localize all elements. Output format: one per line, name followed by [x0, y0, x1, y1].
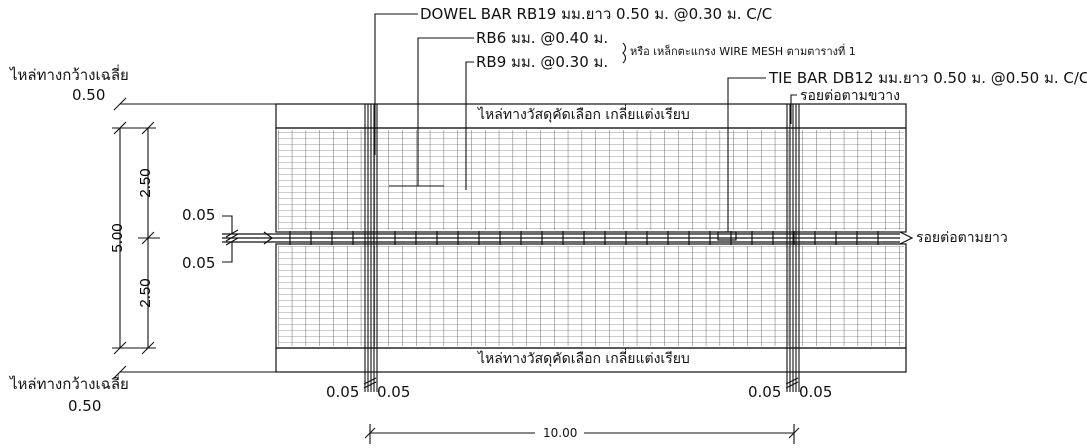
tie-bar-note: TIE BAR DB12 มม.ยาว 0.50 ม. @0.50 ม. C/C — [769, 69, 1087, 87]
shoulder-label-top: ไหล่ทางกว้างเฉลี่ย — [10, 66, 129, 84]
dim-lane-top: 2.50 — [137, 168, 154, 197]
left-dimension-lines — [112, 97, 276, 379]
dim-lane-bottom: 2.50 — [137, 278, 154, 307]
slab-bottom — [275, 243, 907, 349]
shoulder-width-bottom: 0.50 — [68, 397, 102, 415]
longitudinal-joint-label: รอยต่อตามยาว — [916, 230, 1008, 246]
shoulder-material-top: ไหล่ทางวัสดุคัดเลือก เกลี่ยแต่งเรียบ — [478, 107, 690, 123]
tie-bars — [289, 231, 879, 245]
dim-gap-bottom: 0.05 — [182, 254, 216, 272]
shoulder-material-bottom: ไหล่ทางวัสดุคัดเลือก เกลี่ยแต่งเรียบ — [478, 351, 690, 367]
transverse-joint-left — [364, 104, 378, 392]
shoulder-width-top: 0.50 — [72, 86, 106, 104]
dim-joint-right-b: 0.05 — [799, 383, 833, 401]
transverse-joint-right — [786, 104, 800, 392]
wire-mesh-note: หรือ เหล็กตะแกรง WIRE MESH ตามตารางที่ 1 — [630, 45, 856, 58]
dim-joint-left-b: 0.05 — [377, 383, 411, 401]
leader-lines — [374, 13, 797, 232]
mesh-top — [278, 130, 904, 230]
dim-joint-left-a: 0.05 — [326, 383, 360, 401]
rb9-note: RB9 มม. @0.30 ม. — [476, 53, 609, 71]
transverse-joint-label: รอยต่อตามขวาง — [800, 88, 900, 104]
mesh-bottom — [278, 246, 904, 346]
dim-joint-right-a: 0.05 — [748, 383, 782, 401]
shoulder-label-bottom: ไหล่ทางกว้างเฉลี่ย — [10, 375, 129, 393]
rb6-note: RB6 มม. @0.40 ม. — [476, 29, 609, 47]
dim-total-width: 5.00 — [109, 223, 126, 252]
tie-bar-callout-box — [717, 231, 737, 241]
bottom-dimension-lines — [363, 377, 800, 444]
dim-gap-top: 0.05 — [182, 206, 216, 224]
dowel-bar-note: DOWEL BAR RB19 มม.ยาว 0.50 ม. @0.30 ม. C… — [420, 5, 773, 23]
dim-slab-length: 10.00 — [543, 426, 578, 440]
longitudinal-joint — [222, 231, 914, 245]
slab-top — [275, 127, 907, 233]
